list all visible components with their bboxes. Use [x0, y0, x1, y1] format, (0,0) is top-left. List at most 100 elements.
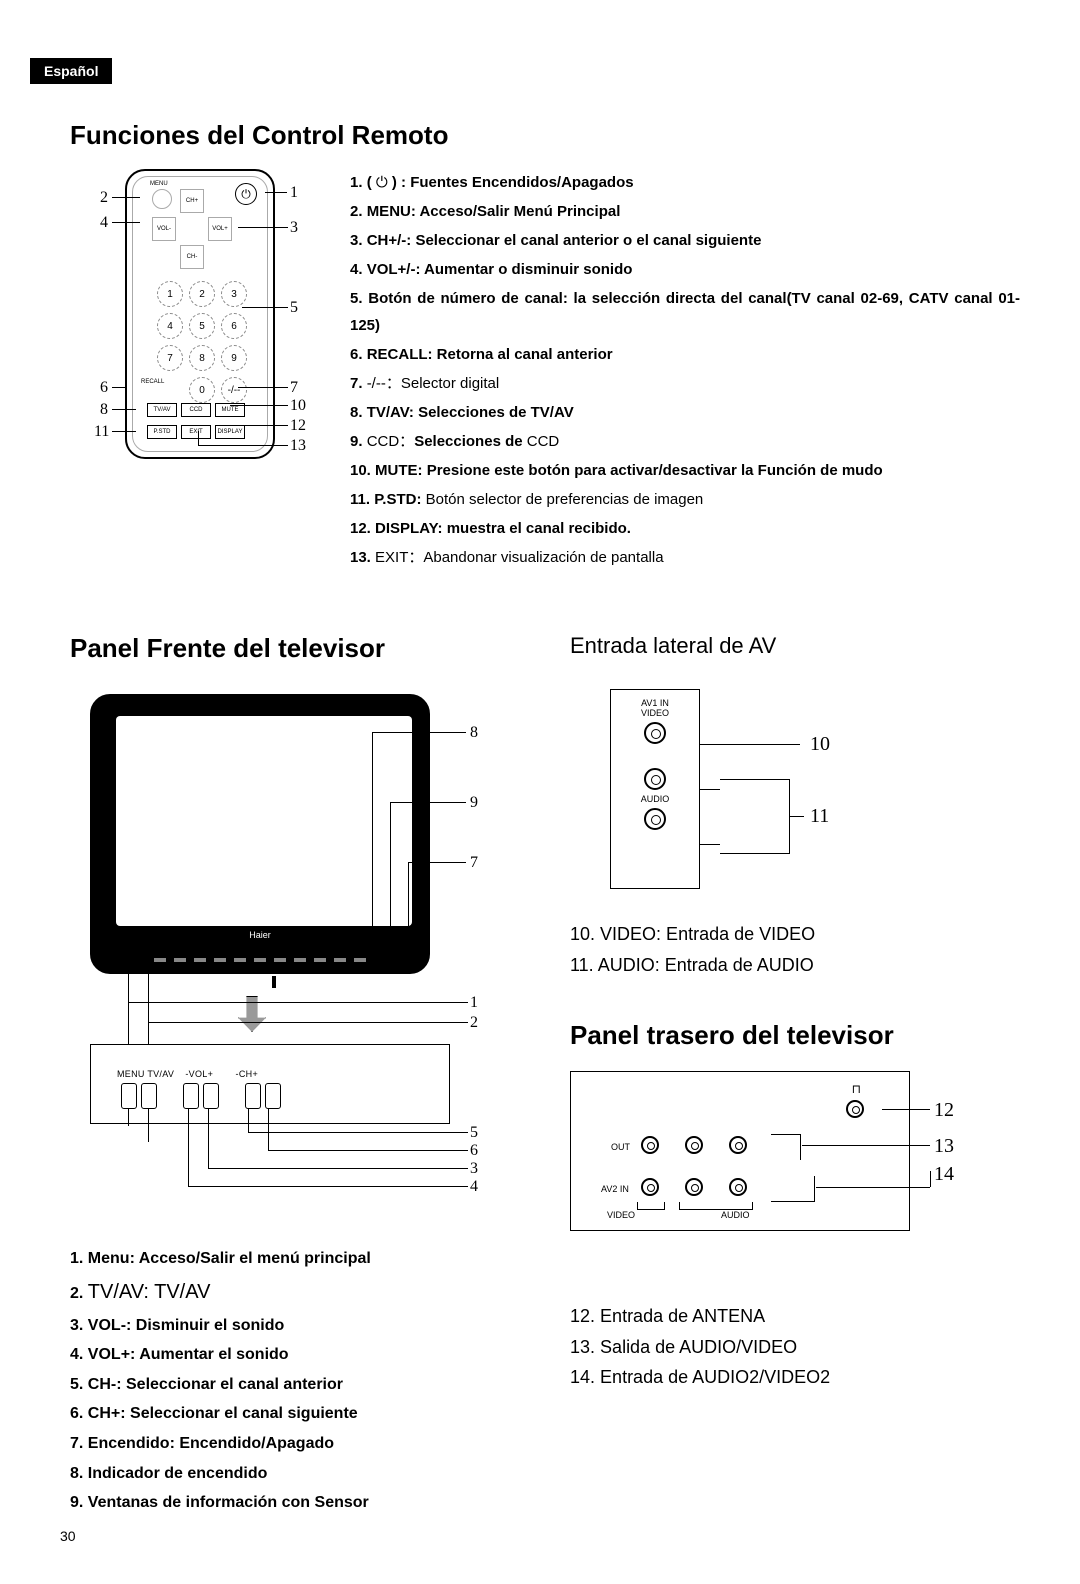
rc-13: 13	[934, 1135, 954, 1158]
avin-label: AV1 IN	[611, 698, 699, 708]
audio-jack2-icon	[644, 808, 666, 830]
fl-9: 9. Ventanas de información con Sensor	[70, 1488, 530, 1518]
ant-bracket: ⊓	[852, 1082, 861, 1096]
co-r6: 12	[290, 417, 306, 435]
num-1: 1	[157, 281, 183, 307]
audio-label: AUDIO	[611, 794, 699, 804]
remote-diagram: ⏻ CH+ CH- VOL- VOL+ MENU 1 2 3 4 5	[70, 169, 330, 479]
item-13: 13. EXIT：Abandonar visualización de pant…	[350, 544, 1020, 571]
ctrl-labels: MENU TV/AV -VOL+ -CH+	[117, 1069, 258, 1079]
fc-7: 7	[470, 854, 478, 872]
out-jack1-icon	[641, 1136, 659, 1154]
av-11: 11	[810, 805, 829, 828]
in-jack2-icon	[685, 1178, 703, 1196]
brand: Haier	[94, 930, 426, 940]
fc-8: 8	[470, 724, 478, 742]
rvideo-label: VIDEO	[607, 1210, 635, 1220]
co-r3: 5	[290, 299, 298, 317]
in-jack1-icon	[641, 1178, 659, 1196]
av-list: 10. VIDEO: Entrada de VIDEO 11. AUDIO: E…	[570, 919, 1020, 980]
av-10: 10	[810, 733, 830, 756]
fl-1: 1. Menu: Acceso/Salir el menú principal	[70, 1244, 530, 1274]
recall-label: RECALL	[141, 379, 164, 385]
out-label: OUT	[611, 1142, 630, 1152]
ch-up: CH+	[180, 189, 204, 213]
in-jack3-icon	[729, 1178, 747, 1196]
item-6: 6. RECALL: Retorna al canal anterior	[350, 341, 1020, 368]
out-jack3-icon	[729, 1136, 747, 1154]
co-l1: 2	[100, 189, 108, 207]
rc-14: 14	[934, 1163, 954, 1186]
co-r7: 13	[290, 437, 306, 455]
antenna-jack-icon	[846, 1100, 864, 1118]
item-4: 4. VOL+/-: Aumentar o disminuir sonido	[350, 256, 1020, 283]
numpad: 1 2 3 4 5 6 7 8 9 0 -/--	[157, 281, 247, 403]
ctrl-panel: MENU TV/AV -VOL+ -CH+	[90, 1044, 450, 1124]
item-12: 12. DISPLAY: muestra el canal recibido.	[350, 515, 1020, 542]
item-3: 3. CH+/-: Seleccionar el canal anterior …	[350, 227, 1020, 254]
num-dash: -/--	[221, 377, 247, 403]
item-5: 5. Botón de número de canal: la selecció…	[350, 285, 1020, 339]
rl-14: 14. Entrada de AUDIO2/VIDEO2	[570, 1362, 1020, 1393]
item-9: 9. CCD：Selecciones de CCD	[350, 428, 1020, 455]
av-diagram: AV1 IN VIDEO AUDIO 10 11	[570, 689, 870, 899]
num-3: 3	[221, 281, 247, 307]
tvav-btn: TV/AV	[147, 403, 177, 417]
fl-3: 3. VOL-: Disminuir el sonido	[70, 1311, 530, 1341]
power-icon: ⏻	[235, 183, 257, 205]
item-11: 11. P.STD: Botón selector de preferencia…	[350, 486, 1020, 513]
vol-up: VOL+	[208, 217, 232, 241]
num-6: 6	[221, 313, 247, 339]
video-label: VIDEO	[611, 708, 699, 718]
item-8: 8. TV/AV: Selecciones de TV/AV	[350, 399, 1020, 426]
co-l5: 11	[94, 423, 109, 441]
co-l2: 4	[100, 214, 108, 232]
fl-4: 4. VOL+: Aumentar el sonido	[70, 1340, 530, 1370]
dpad: CH+ CH- VOL- VOL+ MENU	[152, 189, 232, 269]
rl-12: 12. Entrada de ANTENA	[570, 1301, 1020, 1332]
exit-btn: EXIT	[181, 425, 211, 439]
fc-6: 6	[470, 1142, 478, 1160]
item-7: 7. -/--：Selector digital	[350, 370, 1020, 397]
remote-section: Funciones del Control Remoto ⏻ CH+ CH- V…	[70, 120, 1020, 573]
fc-3: 3	[470, 1160, 478, 1178]
rc-12: 12	[934, 1099, 954, 1122]
av2in-label: AV2 IN	[601, 1184, 629, 1194]
rl-13: 13. Salida de AUDIO/VIDEO	[570, 1332, 1020, 1363]
item-1: 1. ( ⏻ ) : Fuentes Encendidos/Apagados	[350, 169, 1020, 196]
remote-list: 1. ( ⏻ ) : Fuentes Encendidos/Apagados 2…	[350, 169, 1020, 573]
co-l3: 6	[100, 379, 108, 397]
num-8: 8	[189, 345, 215, 371]
av-title: Entrada lateral de AV	[570, 633, 1020, 659]
co-l4: 8	[100, 401, 108, 419]
num-7: 7	[157, 345, 183, 371]
item-2: 2. MENU: Acceso/Salir Menú Principal	[350, 198, 1020, 225]
num-4: 4	[157, 313, 183, 339]
menu-label: MENU	[150, 181, 168, 187]
ccd-btn: CCD	[181, 403, 211, 417]
avl-10: 10. VIDEO: Entrada de VIDEO	[570, 919, 1020, 950]
fc-9: 9	[470, 794, 478, 812]
num-0: 0	[189, 377, 215, 403]
fl-5: 5. CH-: Seleccionar el canal anterior	[70, 1370, 530, 1400]
fc-2: 2	[470, 1014, 478, 1032]
page-number: 30	[60, 1528, 76, 1544]
item-10: 10. MUTE: Presione este botón para activ…	[350, 457, 1020, 484]
rear-diagram: ⊓ OUT AV2 IN VIDEO AUDIO	[570, 1071, 970, 1271]
tv-diagram: Haier MENU TV/AV -VOL+ -CH+ 8 9	[70, 694, 490, 1194]
ch-down: CH-	[180, 245, 204, 269]
rear-list: 12. Entrada de ANTENA 13. Salida de AUDI…	[570, 1301, 1020, 1393]
video-jack-icon	[644, 722, 666, 744]
num-9: 9	[221, 345, 247, 371]
row2: P.STD EXIT DISPLAY	[147, 425, 245, 439]
display-btn: DISPLAY	[215, 425, 245, 439]
pstd-btn: P.STD	[147, 425, 177, 439]
rear-section: Panel trasero del televisor ⊓ OUT AV2 IN	[570, 1020, 1020, 1393]
language-tab: Español	[30, 58, 112, 84]
front-panel-section: Panel Frente del televisor Haier MENU TV…	[70, 633, 530, 1518]
remote-title: Funciones del Control Remoto	[70, 120, 1020, 151]
fc-4: 4	[470, 1178, 478, 1196]
rear-title: Panel trasero del televisor	[570, 1020, 1020, 1051]
fc-1: 1	[470, 994, 478, 1012]
num-2: 2	[189, 281, 215, 307]
